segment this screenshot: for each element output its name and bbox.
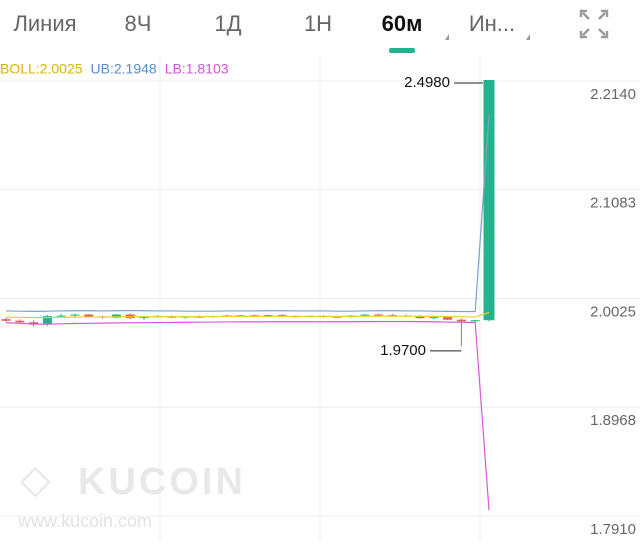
tab[interactable]: 8Ч [125,11,152,36]
candle-body [415,316,425,319]
candle-body [42,316,52,325]
tab[interactable]: Линия [13,11,76,36]
tab-dropdown-arrow [445,34,449,40]
candle-body [15,320,25,323]
low-label: 1.9700 [380,342,426,359]
indicator-value: UB:2.1948 [91,61,157,77]
watermark-url: www.kucoin.com [17,511,152,531]
candle-body [387,315,397,317]
y-tick-label: 2.0025 [590,303,636,320]
candle-body [360,314,370,316]
candle-body [236,315,246,317]
y-tick-label: 1.8968 [590,412,636,429]
tab-active-indicator [389,48,415,53]
high-label: 2.4980 [404,74,450,91]
candle-body [277,315,287,317]
candle-body [374,314,384,316]
candle-body [456,319,466,322]
y-tick-label: 1.7910 [590,521,636,538]
fullscreen-icon[interactable] [579,9,609,39]
candle-body [111,314,121,318]
bollinger-band [5,320,490,511]
tab[interactable]: Ин... [469,11,515,36]
watermark-logo: ◇ [20,458,51,502]
candle-body [483,80,495,321]
candle-body [139,316,149,319]
tab[interactable]: 1Н [304,11,332,36]
bollinger-band [5,114,490,313]
tab[interactable]: 1Д [214,11,241,36]
indicator-value: LB:1.8103 [165,61,229,77]
tab-dropdown-arrow [526,34,530,40]
candle-body [429,317,439,319]
bollinger-band [5,311,490,319]
candle-body [56,315,66,317]
candle-body [1,319,11,321]
indicator-value: BOLL:2.0025 [0,61,83,77]
watermark-brand: KUCOIN [78,461,246,503]
tab-bar [0,0,640,55]
candle-body [29,322,39,325]
y-tick-label: 2.1083 [590,195,636,212]
candle-body [470,320,480,322]
tab[interactable]: 60м [382,11,423,36]
y-tick-label: 2.2140 [590,86,636,103]
candle-body [332,316,342,318]
candle-body [70,314,80,316]
candle-body [443,317,453,320]
candle-body [84,314,94,317]
